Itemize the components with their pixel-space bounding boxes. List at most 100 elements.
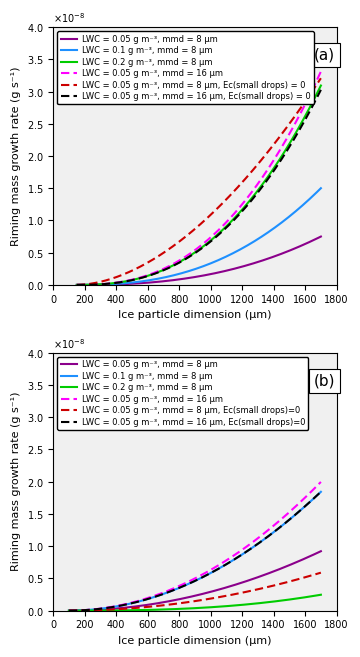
- LWC = 0.05 g m⁻³, mmd = 8 μm: [207, 271, 211, 279]
- LWC = 0.05 g m⁻³, mmd = 16 μm, Ec(small drops) = 0: [220, 227, 224, 235]
- LWC = 0.1 g m⁻³, mmd = 8 μm: [186, 580, 191, 588]
- LWC = 0.2 g m⁻³, mmd = 8 μm: [313, 592, 317, 600]
- LWC = 0.05 g m⁻³, mmd = 8 μm: [203, 589, 207, 597]
- LWC = 0.05 g m⁻³, mmd = 16 μm, Ec(small drops) = 0: [313, 97, 317, 105]
- LWC = 0.05 g m⁻³, mmd = 8 μm, Ec(small drops)=0: [203, 595, 207, 603]
- LWC = 0.05 g m⁻³, mmd = 16 μm, Ec(small drops)=0: [217, 564, 221, 572]
- LWC = 0.05 g m⁻³, mmd = 16 μm, Ec(small drops)=0: [186, 580, 191, 588]
- LWC = 0.2 g m⁻³, mmd = 8 μm: [313, 93, 317, 101]
- Line: LWC = 0.05 g m⁻³, mmd = 16 μm: LWC = 0.05 g m⁻³, mmd = 16 μm: [69, 482, 321, 610]
- LWC = 0.2 g m⁻³, mmd = 8 μm: [190, 250, 195, 258]
- LWC = 0.05 g m⁻³, mmd = 8 μm, Ec(small drops) = 0: [275, 137, 279, 145]
- LWC = 0.05 g m⁻³, mmd = 8 μm, Ec(small drops)=0: [217, 593, 221, 601]
- LWC = 0.05 g m⁻³, mmd = 16 μm, Ec(small drops)=0: [67, 606, 71, 614]
- LWC = 0.05 g m⁻³, mmd = 16 μm: [217, 561, 221, 569]
- LWC = 0.05 g m⁻³, mmd = 8 μm: [275, 252, 279, 260]
- LWC = 0.05 g m⁻³, mmd = 16 μm: [75, 281, 79, 289]
- LWC = 0.05 g m⁻³, mmd = 16 μm: [319, 68, 323, 76]
- LWC = 0.2 g m⁻³, mmd = 8 μm: [220, 227, 224, 235]
- Line: LWC = 0.05 g m⁻³, mmd = 8 μm: LWC = 0.05 g m⁻³, mmd = 8 μm: [77, 237, 321, 285]
- LWC = 0.1 g m⁻³, mmd = 8 μm: [67, 606, 71, 614]
- Line: LWC = 0.05 g m⁻³, mmd = 16 μm: LWC = 0.05 g m⁻³, mmd = 16 μm: [77, 72, 321, 285]
- LWC = 0.05 g m⁻³, mmd = 16 μm, Ec(small drops) = 0: [319, 86, 323, 94]
- LWC = 0.05 g m⁻³, mmd = 8 μm: [75, 281, 79, 289]
- LWC = 0.05 g m⁻³, mmd = 16 μm, Ec(small drops) = 0: [192, 250, 196, 258]
- LWC = 0.05 g m⁻³, mmd = 8 μm: [319, 233, 323, 240]
- LWC = 0.05 g m⁻³, mmd = 8 μm: [67, 606, 71, 614]
- LWC = 0.05 g m⁻³, mmd = 16 μm: [313, 80, 317, 88]
- Line: LWC = 0.05 g m⁻³, mmd = 8 μm, Ec(small drops) = 0: LWC = 0.05 g m⁻³, mmd = 8 μm, Ec(small d…: [77, 78, 321, 285]
- LWC = 0.05 g m⁻³, mmd = 16 μm: [220, 223, 224, 231]
- LWC = 0.1 g m⁻³, mmd = 8 μm: [319, 184, 323, 192]
- LWC = 0.05 g m⁻³, mmd = 8 μm, Ec(small drops) = 0: [75, 281, 79, 289]
- LWC = 0.05 g m⁻³, mmd = 8 μm: [188, 593, 192, 600]
- X-axis label: Ice particle dimension (μm): Ice particle dimension (μm): [118, 636, 272, 646]
- LWC = 0.05 g m⁻³, mmd = 16 μm: [188, 577, 192, 585]
- LWC = 0.05 g m⁻³, mmd = 8 μm: [313, 550, 317, 558]
- Line: LWC = 0.05 g m⁻³, mmd = 8 μm: LWC = 0.05 g m⁻³, mmd = 8 μm: [69, 551, 321, 610]
- LWC = 0.05 g m⁻³, mmd = 8 μm, Ec(small drops) = 0: [192, 225, 196, 233]
- LWC = 0.1 g m⁻³, mmd = 8 μm: [192, 265, 196, 273]
- LWC = 0.05 g m⁻³, mmd = 8 μm: [217, 585, 221, 593]
- LWC = 0.05 g m⁻³, mmd = 16 μm, Ec(small drops)=0: [188, 579, 192, 587]
- LWC = 0.2 g m⁻³, mmd = 8 μm: [273, 597, 278, 605]
- LWC = 0.05 g m⁻³, mmd = 16 μm: [203, 569, 207, 577]
- LWC = 0.05 g m⁻³, mmd = 16 μm: [190, 248, 195, 256]
- LWC = 0.1 g m⁻³, mmd = 8 μm: [188, 579, 192, 587]
- LWC = 0.1 g m⁻³, mmd = 8 μm: [313, 493, 317, 501]
- Line: LWC = 0.1 g m⁻³, mmd = 8 μm: LWC = 0.1 g m⁻³, mmd = 8 μm: [77, 188, 321, 285]
- LWC = 0.1 g m⁻³, mmd = 8 μm: [319, 488, 323, 496]
- LWC = 0.05 g m⁻³, mmd = 8 μm, Ec(small drops)=0: [319, 569, 323, 577]
- LWC = 0.05 g m⁻³, mmd = 16 μm: [273, 520, 278, 528]
- LWC = 0.05 g m⁻³, mmd = 16 μm: [319, 478, 323, 486]
- Line: LWC = 0.2 g m⁻³, mmd = 8 μm: LWC = 0.2 g m⁻³, mmd = 8 μm: [69, 595, 321, 610]
- LWC = 0.05 g m⁻³, mmd = 16 μm, Ec(small drops)=0: [319, 488, 323, 496]
- LWC = 0.05 g m⁻³, mmd = 16 μm, Ec(small drops) = 0: [190, 250, 195, 258]
- Line: LWC = 0.05 g m⁻³, mmd = 8 μm, Ec(small drops)=0: LWC = 0.05 g m⁻³, mmd = 8 μm, Ec(small d…: [69, 573, 321, 610]
- LWC = 0.05 g m⁻³, mmd = 16 μm: [313, 484, 317, 492]
- LWC = 0.05 g m⁻³, mmd = 8 μm: [273, 567, 278, 575]
- LWC = 0.05 g m⁻³, mmd = 8 μm, Ec(small drops) = 0: [319, 74, 323, 82]
- LWC = 0.05 g m⁻³, mmd = 8 μm: [186, 593, 191, 601]
- LWC = 0.05 g m⁻³, mmd = 16 μm: [186, 578, 191, 585]
- LWC = 0.2 g m⁻³, mmd = 8 μm: [203, 604, 207, 612]
- LWC = 0.05 g m⁻³, mmd = 8 μm, Ec(small drops) = 0: [313, 83, 317, 91]
- LWC = 0.05 g m⁻³, mmd = 8 μm: [319, 547, 323, 555]
- LWC = 0.05 g m⁻³, mmd = 16 μm, Ec(small drops)=0: [273, 527, 278, 535]
- LWC = 0.2 g m⁻³, mmd = 8 μm: [217, 602, 221, 610]
- LWC = 0.05 g m⁻³, mmd = 16 μm, Ec(small drops) = 0: [207, 239, 211, 247]
- LWC = 0.2 g m⁻³, mmd = 8 μm: [192, 249, 196, 257]
- LWC = 0.05 g m⁻³, mmd = 8 μm: [220, 268, 224, 276]
- LWC = 0.1 g m⁻³, mmd = 8 μm: [273, 527, 278, 535]
- Legend: LWC = 0.05 g m⁻³, mmd = 8 μm, LWC = 0.1 g m⁻³, mmd = 8 μm, LWC = 0.2 g m⁻³, mmd : LWC = 0.05 g m⁻³, mmd = 8 μm, LWC = 0.1 …: [57, 357, 309, 430]
- LWC = 0.05 g m⁻³, mmd = 8 μm, Ec(small drops)=0: [67, 606, 71, 614]
- LWC = 0.1 g m⁻³, mmd = 8 μm: [203, 572, 207, 579]
- LWC = 0.2 g m⁻³, mmd = 8 μm: [319, 81, 323, 89]
- LWC = 0.05 g m⁻³, mmd = 8 μm: [192, 273, 196, 281]
- Line: LWC = 0.05 g m⁻³, mmd = 16 μm, Ec(small drops)=0: LWC = 0.05 g m⁻³, mmd = 16 μm, Ec(small …: [69, 492, 321, 610]
- Line: LWC = 0.1 g m⁻³, mmd = 8 μm: LWC = 0.1 g m⁻³, mmd = 8 μm: [69, 492, 321, 610]
- Text: (a): (a): [314, 48, 335, 62]
- Line: LWC = 0.2 g m⁻³, mmd = 8 μm: LWC = 0.2 g m⁻³, mmd = 8 μm: [77, 85, 321, 285]
- LWC = 0.05 g m⁻³, mmd = 16 μm: [67, 606, 71, 614]
- LWC = 0.1 g m⁻³, mmd = 8 μm: [217, 564, 221, 572]
- LWC = 0.05 g m⁻³, mmd = 8 μm, Ec(small drops)=0: [186, 598, 191, 606]
- LWC = 0.05 g m⁻³, mmd = 8 μm, Ec(small drops) = 0: [207, 212, 211, 220]
- LWC = 0.1 g m⁻³, mmd = 8 μm: [75, 281, 79, 289]
- Y-axis label: Riming mass growth rate (g s⁻¹): Riming mass growth rate (g s⁻¹): [11, 66, 21, 246]
- LWC = 0.05 g m⁻³, mmd = 16 μm, Ec(small drops)=0: [313, 493, 317, 501]
- LWC = 0.05 g m⁻³, mmd = 16 μm: [192, 247, 196, 255]
- LWC = 0.05 g m⁻³, mmd = 8 μm, Ec(small drops)=0: [313, 570, 317, 578]
- Y-axis label: Riming mass growth rate (g s⁻¹): Riming mass growth rate (g s⁻¹): [11, 392, 21, 572]
- Line: LWC = 0.05 g m⁻³, mmd = 16 μm, Ec(small drops) = 0: LWC = 0.05 g m⁻³, mmd = 16 μm, Ec(small …: [77, 90, 321, 285]
- LWC = 0.05 g m⁻³, mmd = 8 μm, Ec(small drops)=0: [273, 581, 278, 589]
- LWC = 0.1 g m⁻³, mmd = 8 μm: [207, 260, 211, 268]
- LWC = 0.1 g m⁻³, mmd = 8 μm: [275, 222, 279, 230]
- LWC = 0.1 g m⁻³, mmd = 8 μm: [220, 254, 224, 262]
- LWC = 0.05 g m⁻³, mmd = 8 μm, Ec(small drops)=0: [188, 598, 192, 606]
- LWC = 0.05 g m⁻³, mmd = 8 μm: [190, 273, 195, 281]
- LWC = 0.2 g m⁻³, mmd = 8 μm: [75, 281, 79, 289]
- LWC = 0.1 g m⁻³, mmd = 8 μm: [190, 266, 195, 274]
- LWC = 0.2 g m⁻³, mmd = 8 μm: [275, 160, 279, 168]
- LWC = 0.05 g m⁻³, mmd = 16 μm, Ec(small drops) = 0: [275, 162, 279, 170]
